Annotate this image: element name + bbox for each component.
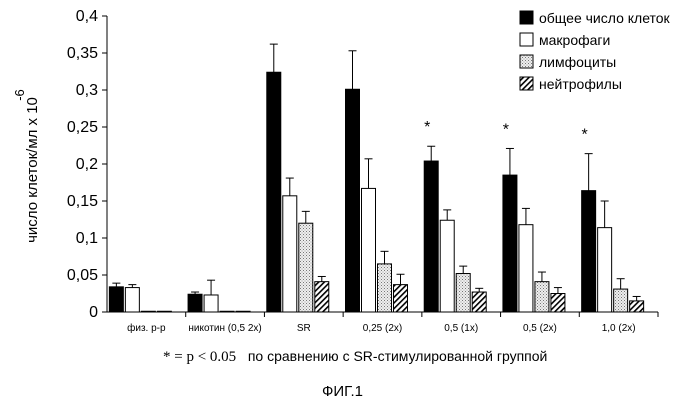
significance-footnote: * = p < 0.05 по сравнению с SR-стимулиро…: [163, 348, 547, 366]
bar: [220, 311, 234, 312]
x-tick-label: 1,0 (2х): [602, 323, 636, 334]
bar: [551, 294, 565, 313]
y-tick-label: 0,2: [76, 156, 98, 173]
legend-label: общее число клеток: [539, 10, 671, 26]
footnote-text: по сравнению с SR-стимулированной группо…: [248, 348, 548, 364]
legend-label: лимфоциты: [539, 54, 616, 70]
bar: [472, 292, 486, 312]
legend-swatch: [520, 77, 533, 90]
legend: общее число клеток макрофаги лимфоциты нейт…: [520, 10, 671, 92]
bar-chart: 0 0,05 0,1 0,15 0,2 0,25 0,3 0,35 0,4 число клето…: [0, 0, 699, 345]
legend-label: макрофаги: [539, 32, 610, 48]
bar: [109, 287, 123, 312]
legend-label: нейтрофилы: [539, 76, 622, 92]
x-tick-label: SR: [297, 323, 311, 334]
bar: [188, 294, 202, 312]
legend-swatch: [520, 11, 533, 24]
bar: [299, 223, 313, 312]
bar: [204, 295, 218, 312]
y-tick-label: 0,15: [67, 193, 98, 210]
bar: [157, 311, 171, 312]
bar: [519, 225, 533, 312]
bar: [125, 288, 139, 312]
legend-swatch: [520, 33, 533, 46]
y-tick-label: 0,3: [76, 82, 98, 99]
bar: [630, 301, 644, 312]
bar: [378, 264, 392, 312]
x-tick-label: 0,5 (1х): [444, 323, 478, 334]
bar: [236, 311, 250, 312]
y-tick-label: 0: [89, 304, 98, 321]
significance-star: *: [503, 121, 509, 138]
bar: [582, 191, 596, 312]
bar: [598, 228, 612, 312]
bar: [440, 220, 454, 312]
y-tick-label: 0,35: [67, 45, 98, 62]
footnote-math: * = p < 0.05: [163, 349, 236, 365]
y-axis-label: число клеток/мл х 10: [24, 97, 41, 243]
bar: [346, 89, 360, 312]
figure-label: ФИГ.1: [322, 383, 363, 400]
x-tick-label: 0,25 (2х): [363, 323, 402, 334]
x-tick-label: физ. р-р: [127, 322, 166, 334]
y-axis-label-exponent: -6: [12, 89, 27, 101]
bar: [267, 72, 281, 312]
y-tick-label: 0,1: [76, 230, 98, 247]
bar: [535, 282, 549, 312]
bar: [394, 285, 408, 312]
bar: [362, 188, 376, 312]
bar: [283, 196, 297, 312]
legend-swatch: [520, 55, 533, 68]
significance-star: *: [582, 127, 588, 144]
y-tick-label: 0,05: [67, 267, 98, 284]
bar: [424, 161, 438, 312]
bar: [315, 282, 329, 312]
significance-star: *: [424, 119, 430, 136]
y-tick-label: 0,4: [76, 8, 98, 25]
bar: [614, 289, 628, 312]
bar: [456, 274, 470, 312]
bar: [141, 311, 155, 312]
y-tick-label: 0,25: [67, 119, 98, 136]
bar: [503, 175, 517, 312]
x-tick-label: 0,5 (2х): [523, 323, 557, 334]
x-tick-label: никотин (0,5 2х): [188, 323, 261, 334]
